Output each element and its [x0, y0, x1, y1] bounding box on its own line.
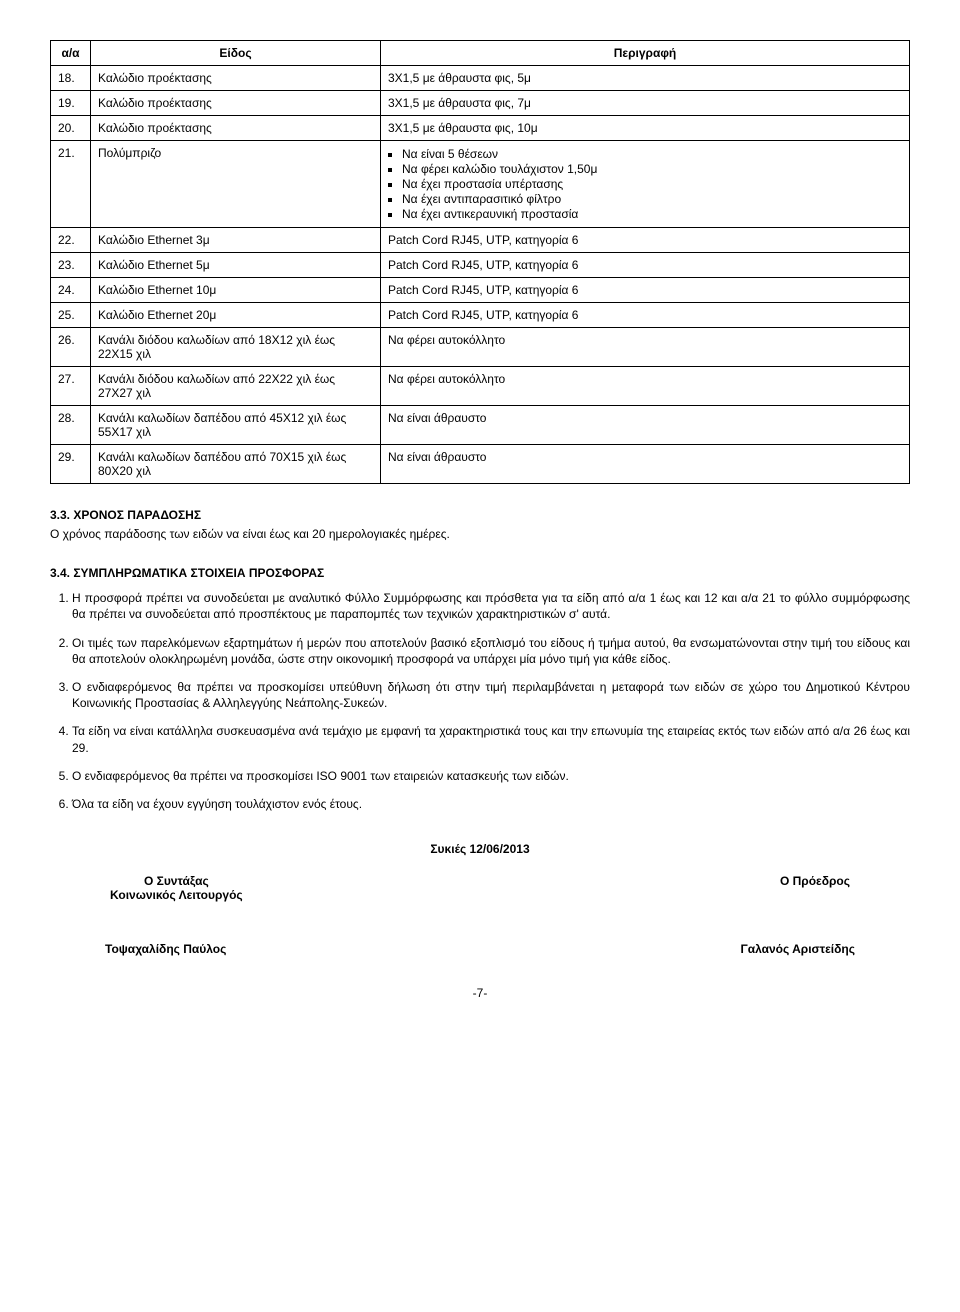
cell-desc: 3Χ1,5 με άθραυστα φις, 7μ [381, 91, 910, 116]
cell-num: 28. [51, 406, 91, 445]
requirement-item: Όλα τα είδη να έχουν εγγύηση τουλάχιστον… [72, 796, 910, 812]
cell-num: 29. [51, 445, 91, 484]
requirement-item: Τα είδη να είναι κατάλληλα συσκευασμένα … [72, 723, 910, 755]
cell-name: Καλώδιο Ethernet 20μ [91, 303, 381, 328]
cell-num: 22. [51, 228, 91, 253]
cell-name: Κανάλι διόδου καλωδίων από 22Χ22 χιλ έως… [91, 367, 381, 406]
requirements-list: Η προσφορά πρέπει να συνοδεύεται με αναλ… [50, 590, 910, 812]
desc-bullet-list: Να είναι 5 θέσεωνΝα φέρει καλώδιο τουλάχ… [388, 147, 902, 221]
requirement-item: Οι τιμές των παρελκόμενων εξαρτημάτων ή … [72, 635, 910, 667]
requirement-item: Ο ενδιαφερόμενος θα πρέπει να προσκομίσε… [72, 679, 910, 711]
desc-bullet-item: Να είναι 5 θέσεων [402, 147, 902, 161]
desc-bullet-item: Να έχει αντικεραυνική προστασία [402, 207, 902, 221]
cell-name: Κανάλι διόδου καλωδίων από 18Χ12 χιλ έως… [91, 328, 381, 367]
table-row: 25.Καλώδιο Ethernet 20μPatch Cord RJ45, … [51, 303, 910, 328]
cell-name: Καλώδιο προέκτασης [91, 91, 381, 116]
cell-name: Κανάλι καλωδίων δαπέδου από 45Χ12 χιλ έω… [91, 406, 381, 445]
cell-name: Κανάλι καλωδίων δαπέδου από 70Χ15 χιλ έω… [91, 445, 381, 484]
cell-desc: Patch Cord RJ45, UTP, κατηγορία 6 [381, 228, 910, 253]
col-header-name: Είδος [91, 41, 381, 66]
table-row: 23.Καλώδιο Ethernet 5μPatch Cord RJ45, U… [51, 253, 910, 278]
signature-right-title: Ο Πρόεδρος [780, 874, 850, 902]
signature-left-title: Ο Συντάξας Κοινωνικός Λειτουργός [110, 874, 243, 902]
cell-desc: Να είναι άθραυστο [381, 406, 910, 445]
requirement-item: Ο ενδιαφερόμενος θα πρέπει να προσκομίσε… [72, 768, 910, 784]
cell-num: 18. [51, 66, 91, 91]
cell-num: 19. [51, 91, 91, 116]
table-row: 29.Κανάλι καλωδίων δαπέδου από 70Χ15 χιλ… [51, 445, 910, 484]
col-header-desc: Περιγραφή [381, 41, 910, 66]
signature-titles-row: Ο Συντάξας Κοινωνικός Λειτουργός Ο Πρόεδ… [50, 874, 910, 902]
table-row: 22.Καλώδιο Ethernet 3μPatch Cord RJ45, U… [51, 228, 910, 253]
section-34-heading: 3.4. ΣΥΜΠΛΗΡΩΜΑΤΙΚΑ ΣΤΟΙΧΕΙΑ ΠΡΟΣΦΟΡΑΣ [50, 566, 910, 580]
signature-names-row: Τοψαχαλίδης Παύλος Γαλανός Αριστείδης [50, 942, 910, 956]
cell-name: Καλώδιο προέκτασης [91, 66, 381, 91]
cell-name: Καλώδιο Ethernet 10μ [91, 278, 381, 303]
cell-desc: Να είναι άθραυστο [381, 445, 910, 484]
table-row: 20.Καλώδιο προέκτασης3Χ1,5 με άθραυστα φ… [51, 116, 910, 141]
table-header-row: α/α Είδος Περιγραφή [51, 41, 910, 66]
spec-table: α/α Είδος Περιγραφή 18.Καλώδιο προέκταση… [50, 40, 910, 484]
cell-name: Πολύμπριζο [91, 141, 381, 228]
cell-name: Καλώδιο προέκτασης [91, 116, 381, 141]
requirement-item: Η προσφορά πρέπει να συνοδεύεται με αναλ… [72, 590, 910, 622]
cell-num: 24. [51, 278, 91, 303]
cell-desc: Να φέρει αυτοκόλλητο [381, 328, 910, 367]
cell-num: 21. [51, 141, 91, 228]
col-header-num: α/α [51, 41, 91, 66]
cell-desc: Να είναι 5 θέσεωνΝα φέρει καλώδιο τουλάχ… [381, 141, 910, 228]
desc-bullet-item: Να έχει αντιπαρασιτικό φίλτρο [402, 192, 902, 206]
table-row: 18.Καλώδιο προέκτασης3Χ1,5 με άθραυστα φ… [51, 66, 910, 91]
cell-name: Καλώδιο Ethernet 3μ [91, 228, 381, 253]
cell-num: 23. [51, 253, 91, 278]
cell-name: Καλώδιο Ethernet 5μ [91, 253, 381, 278]
page-number: -7- [50, 986, 910, 1000]
table-row: 21.ΠολύμπριζοΝα είναι 5 θέσεωνΝα φέρει κ… [51, 141, 910, 228]
cell-desc: 3Χ1,5 με άθραυστα φις, 5μ [381, 66, 910, 91]
signature-left-sub: Κοινωνικός Λειτουργός [110, 888, 243, 902]
table-row: 28.Κανάλι καλωδίων δαπέδου από 45Χ12 χιλ… [51, 406, 910, 445]
signature-right-name: Γαλανός Αριστείδης [741, 942, 856, 956]
signature-date: Συκιές 12/06/2013 [50, 842, 910, 856]
desc-bullet-item: Να έχει προστασία υπέρτασης [402, 177, 902, 191]
section-33-text: Ο χρόνος παράδοσης των ειδών να είναι έω… [50, 526, 910, 542]
desc-bullet-item: Να φέρει καλώδιο τουλάχιστον 1,50μ [402, 162, 902, 176]
table-row: 27.Κανάλι διόδου καλωδίων από 22Χ22 χιλ … [51, 367, 910, 406]
signature-left-name: Τοψαχαλίδης Παύλος [105, 942, 226, 956]
table-row: 26.Κανάλι διόδου καλωδίων από 18Χ12 χιλ … [51, 328, 910, 367]
section-33-heading: 3.3. ΧΡΟΝΟΣ ΠΑΡΑΔΟΣΗΣ [50, 508, 910, 522]
table-row: 19.Καλώδιο προέκτασης3Χ1,5 με άθραυστα φ… [51, 91, 910, 116]
cell-num: 20. [51, 116, 91, 141]
cell-desc: Να φέρει αυτοκόλλητο [381, 367, 910, 406]
signature-left-title-text: Ο Συντάξας [144, 874, 209, 888]
cell-desc: Patch Cord RJ45, UTP, κατηγορία 6 [381, 303, 910, 328]
signature-block: Συκιές 12/06/2013 Ο Συντάξας Κοινωνικός … [50, 842, 910, 956]
cell-num: 27. [51, 367, 91, 406]
cell-desc: 3Χ1,5 με άθραυστα φις, 10μ [381, 116, 910, 141]
table-row: 24.Καλώδιο Ethernet 10μPatch Cord RJ45, … [51, 278, 910, 303]
cell-desc: Patch Cord RJ45, UTP, κατηγορία 6 [381, 253, 910, 278]
cell-num: 26. [51, 328, 91, 367]
cell-desc: Patch Cord RJ45, UTP, κατηγορία 6 [381, 278, 910, 303]
cell-num: 25. [51, 303, 91, 328]
